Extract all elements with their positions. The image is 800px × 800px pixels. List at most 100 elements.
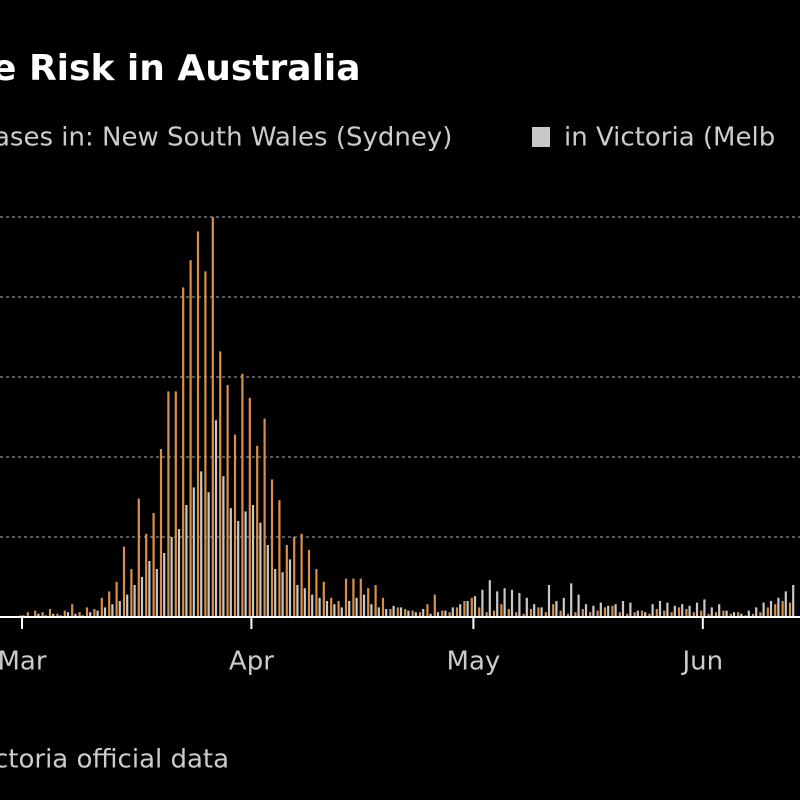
bar — [529, 609, 533, 617]
bar — [78, 612, 81, 617]
bar — [525, 597, 528, 617]
bar — [189, 260, 192, 617]
bar — [241, 373, 244, 617]
bar — [544, 612, 547, 617]
bar — [703, 599, 706, 617]
bar — [755, 607, 758, 617]
bar — [285, 545, 288, 617]
bar — [596, 610, 599, 617]
bar — [362, 594, 366, 617]
bar — [547, 585, 551, 617]
bar — [152, 513, 155, 617]
bar — [348, 601, 351, 617]
bar — [381, 597, 385, 617]
bar — [470, 597, 473, 617]
bar — [492, 610, 496, 617]
legend-label: in Victoria (Melb — [564, 123, 775, 153]
bar — [407, 610, 410, 617]
bar — [692, 612, 695, 617]
bar — [229, 508, 232, 617]
bar — [170, 537, 173, 617]
bar — [145, 533, 148, 617]
bar — [274, 569, 277, 617]
bar — [140, 577, 144, 617]
bar — [478, 607, 481, 617]
bar — [710, 607, 713, 617]
bar — [589, 612, 592, 617]
bar — [655, 609, 658, 617]
bar — [626, 613, 629, 617]
bar — [392, 605, 395, 617]
legend-swatch — [532, 127, 550, 147]
bar — [137, 498, 140, 617]
bar — [463, 601, 466, 617]
bar — [293, 537, 296, 617]
bar — [385, 609, 388, 617]
bar — [174, 391, 177, 617]
bar — [93, 609, 96, 617]
x-tick-label: Jun — [680, 647, 723, 677]
bar — [552, 604, 555, 617]
bar — [621, 601, 625, 617]
bar — [611, 605, 614, 617]
bar — [707, 613, 710, 617]
bar — [340, 607, 343, 617]
bar — [74, 613, 77, 617]
bar — [666, 602, 669, 617]
bar — [459, 604, 462, 617]
bar — [251, 505, 255, 617]
bar — [133, 585, 136, 617]
bar — [729, 613, 732, 617]
bar — [651, 604, 654, 617]
bar — [714, 612, 718, 617]
bar — [71, 604, 74, 617]
bar — [629, 602, 632, 617]
bar — [300, 533, 303, 617]
bar — [636, 610, 639, 617]
bar — [155, 569, 158, 617]
bar — [540, 607, 543, 617]
bar — [322, 581, 325, 617]
bar — [559, 610, 562, 617]
bar — [663, 610, 666, 617]
bar — [414, 612, 417, 617]
bar — [288, 559, 292, 617]
bar — [226, 385, 229, 617]
legend-label: ases in: New South Wales (Sydney) — [0, 123, 452, 153]
bar — [237, 521, 240, 617]
bar — [41, 612, 44, 617]
bar — [118, 601, 121, 617]
bar — [533, 604, 536, 617]
bar — [426, 604, 429, 617]
bar — [633, 612, 636, 617]
bar — [270, 479, 274, 617]
bar — [122, 546, 126, 617]
bar — [115, 581, 118, 617]
bar — [781, 601, 784, 617]
bar — [792, 585, 795, 617]
bar — [263, 418, 266, 617]
bar — [455, 607, 459, 617]
bar — [100, 597, 103, 617]
bar — [436, 612, 440, 617]
bar — [574, 612, 577, 617]
x-tick-label: Apr — [229, 647, 274, 677]
bar — [515, 612, 518, 617]
bar — [685, 609, 688, 617]
bar — [640, 610, 644, 617]
bar — [769, 601, 773, 617]
bar — [695, 602, 699, 617]
bar — [111, 604, 114, 617]
bar — [481, 589, 484, 617]
bar — [259, 522, 262, 617]
bar — [751, 613, 755, 617]
bar — [433, 594, 436, 617]
bar — [325, 601, 329, 617]
bar — [233, 434, 237, 617]
bar — [130, 569, 133, 617]
bar — [52, 613, 55, 617]
bar — [592, 605, 595, 617]
bar — [581, 609, 584, 617]
bar — [185, 505, 188, 617]
footer: ctoria official data — [0, 745, 229, 775]
